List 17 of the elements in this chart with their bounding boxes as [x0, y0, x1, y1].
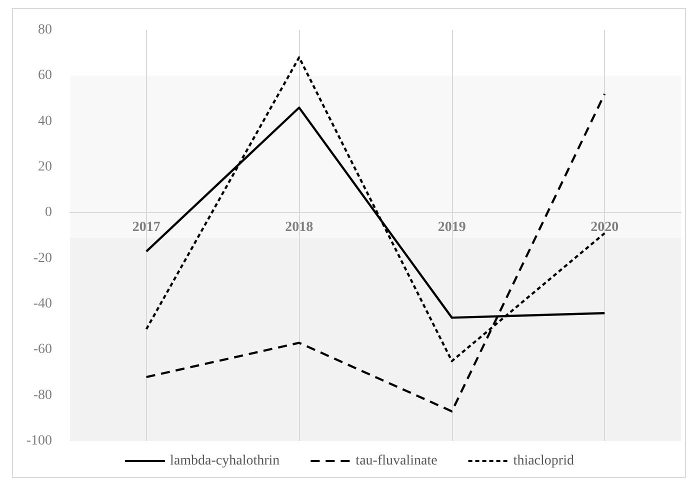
legend-label: lambda-cyhalothrin [170, 454, 280, 468]
y-tick-label: 20 [38, 160, 52, 174]
y-tick-label: -60 [33, 342, 52, 358]
y-tick-label: 60 [38, 68, 52, 84]
legend-label: tau-fluvalinate [356, 454, 438, 468]
y-tick-label: 40 [38, 114, 52, 129]
x-tick-label: 2019 [438, 220, 466, 236]
y-tick-label: -40 [33, 296, 52, 312]
x-tick-label: 2017 [132, 220, 160, 236]
x-tick-label: 2018 [285, 220, 314, 236]
y-tick-label: 0 [45, 205, 52, 220]
legend-label: thiacloprid [513, 454, 574, 468]
y-tick-label: -100 [26, 434, 52, 448]
y-tick-label: -20 [33, 250, 52, 266]
y-tick-label: -80 [33, 388, 52, 403]
x-tick-label: 2020 [590, 220, 619, 236]
y-tick-label: 80 [38, 22, 52, 38]
